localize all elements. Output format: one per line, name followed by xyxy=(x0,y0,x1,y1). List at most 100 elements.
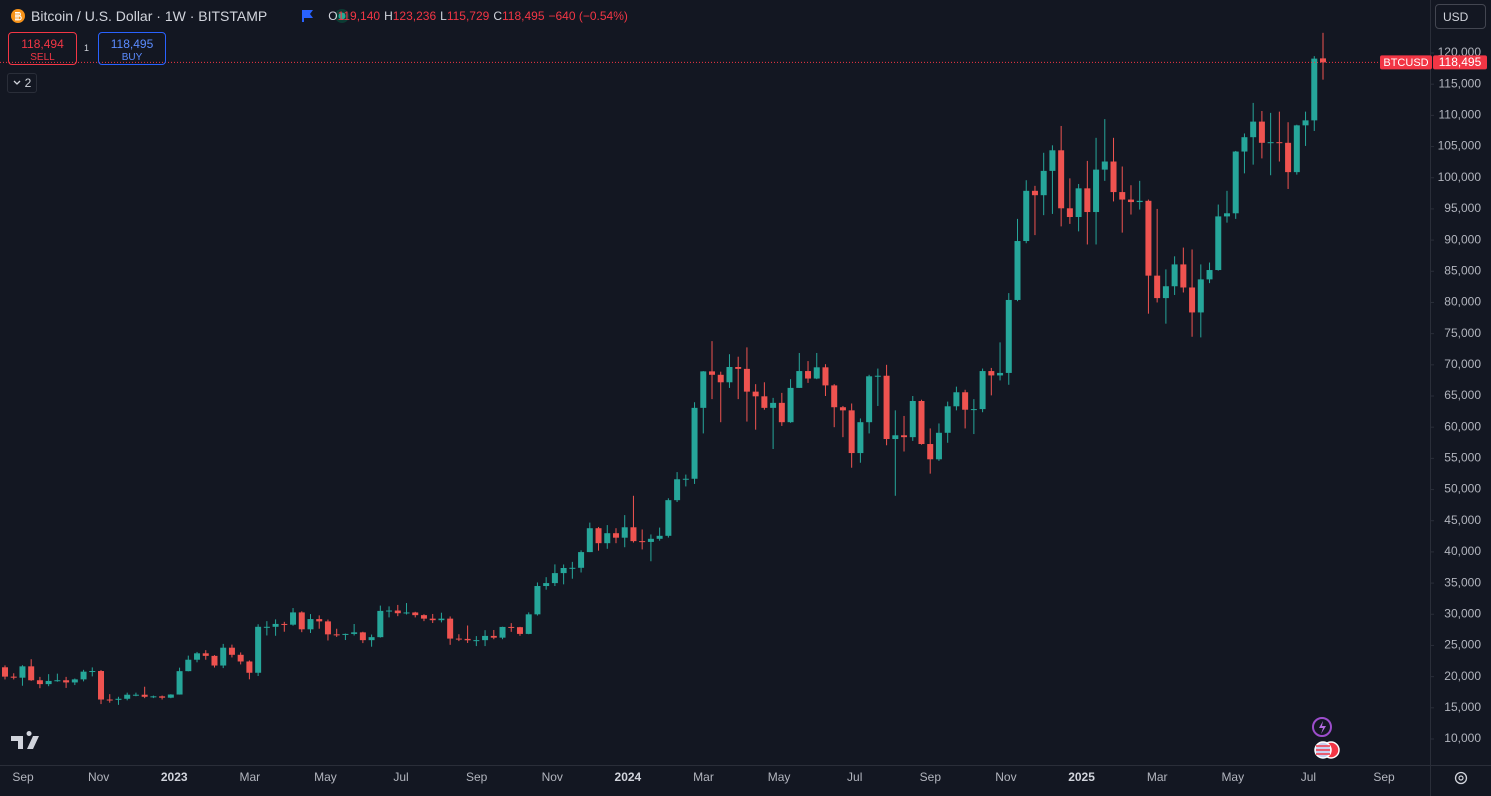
candle-wick xyxy=(467,625,469,643)
candle-body xyxy=(892,435,899,440)
candle-body xyxy=(1311,58,1318,121)
candle-body xyxy=(682,478,689,480)
currency-button[interactable]: USD xyxy=(1435,4,1486,29)
candle-body xyxy=(368,637,375,641)
candle-body xyxy=(211,655,218,666)
candle-wick xyxy=(772,397,774,450)
candle-body xyxy=(1206,270,1213,280)
ohlc-prefix: O xyxy=(328,9,338,23)
candle-body xyxy=(1110,161,1117,193)
candle-wick xyxy=(1156,208,1158,303)
spread: 1 xyxy=(84,43,90,53)
candle-body xyxy=(743,368,750,392)
events-icon[interactable] xyxy=(1312,717,1332,737)
candle-body xyxy=(1031,190,1038,196)
candle-body xyxy=(447,618,454,639)
sell-label: SELL xyxy=(30,52,55,63)
candle-body xyxy=(516,627,523,634)
candle-body xyxy=(1180,264,1187,288)
plot-area xyxy=(0,32,1430,705)
candle-body xyxy=(883,375,890,440)
x-tick-label: May xyxy=(1221,770,1244,784)
candle-body xyxy=(1215,216,1222,271)
x-tick-label: Mar xyxy=(1147,770,1168,784)
candle-body xyxy=(150,696,157,698)
price-tag-label: 118,495 xyxy=(1439,55,1482,69)
x-tick-label: May xyxy=(768,770,791,784)
candle-body xyxy=(612,533,619,538)
candle-body xyxy=(89,671,96,673)
y-tick-label: 25,000 xyxy=(1444,638,1481,652)
candle-body xyxy=(901,435,908,438)
symbol-tag xyxy=(1380,55,1432,70)
candle-body xyxy=(1258,121,1265,143)
candle-wick xyxy=(388,606,390,618)
candle-wick xyxy=(650,534,652,562)
y-tick-label: 85,000 xyxy=(1444,263,1481,277)
symbol-title[interactable]: Bitcoin / U.S. Dollar · 1W · BITSTAMP xyxy=(31,8,268,24)
bitcoin-glyph xyxy=(15,11,22,21)
candle-body xyxy=(281,623,288,625)
flag-stripes xyxy=(1316,745,1330,755)
settings-icon[interactable] xyxy=(1454,771,1468,785)
candle-body xyxy=(36,680,43,685)
candle-body xyxy=(1058,150,1065,209)
candle-body xyxy=(98,671,105,700)
candle-body xyxy=(1162,286,1169,299)
candle-body xyxy=(1119,192,1126,200)
y-tick-label: 30,000 xyxy=(1444,606,1481,620)
sell-price: 118,494 xyxy=(21,37,64,51)
time-axis: Sep Nov 2023 Mar May Jul Sep Nov 2024 Mar May Jul Se… xyxy=(12,770,1395,784)
candle-wick xyxy=(56,673,58,682)
candle-body xyxy=(1005,299,1012,373)
candle-body xyxy=(726,367,733,383)
candle-body xyxy=(71,679,78,683)
y-tick-label: 80,000 xyxy=(1444,295,1481,309)
candle-body xyxy=(473,640,480,642)
candle-body xyxy=(1302,120,1309,126)
candle-wick xyxy=(406,603,408,615)
candle-body xyxy=(2,667,8,677)
buy-label: BUY xyxy=(121,52,143,63)
candle-body xyxy=(377,610,384,638)
flag-icon[interactable] xyxy=(302,10,313,22)
candle-body xyxy=(604,533,611,544)
events-glyph xyxy=(1319,721,1326,734)
candle-body xyxy=(988,371,995,376)
indicators-toggle[interactable]: 2 xyxy=(7,73,37,93)
candle-wick xyxy=(48,674,50,687)
tv-logo[interactable] xyxy=(11,731,39,749)
candle-body xyxy=(944,406,951,433)
candle-wick xyxy=(632,495,634,543)
candle-body xyxy=(1267,142,1274,144)
candle-body xyxy=(569,567,576,569)
y-tick-label: 65,000 xyxy=(1444,388,1481,402)
candle-body xyxy=(464,638,471,641)
candle-wick xyxy=(1305,111,1307,146)
candle-body xyxy=(778,402,785,423)
buy-button[interactable]: 118,495 BUY xyxy=(98,32,166,65)
x-tick-label: Mar xyxy=(693,770,714,784)
x-tick-label: Nov xyxy=(88,770,109,784)
candle-body xyxy=(80,671,87,680)
candle-body xyxy=(115,698,122,700)
candle-body xyxy=(831,385,838,408)
candle-body xyxy=(1285,142,1292,173)
candle-wick xyxy=(641,529,643,550)
candle-body xyxy=(1293,125,1300,173)
candle-wick xyxy=(353,623,355,636)
candle-body xyxy=(630,527,637,542)
y-tick-label: 10,000 xyxy=(1444,731,1481,745)
x-tick-label: Jul xyxy=(847,770,862,784)
candle-body xyxy=(124,694,131,699)
sell-button[interactable]: 118,494 SELL xyxy=(8,32,77,65)
candle-body xyxy=(19,666,26,678)
candle-body xyxy=(28,666,35,681)
ohlc-prefix: H xyxy=(384,9,393,23)
y-tick-label: 15,000 xyxy=(1444,700,1481,714)
candle-wick xyxy=(336,628,338,637)
candle-body xyxy=(805,371,812,379)
candle-wick xyxy=(990,367,992,396)
